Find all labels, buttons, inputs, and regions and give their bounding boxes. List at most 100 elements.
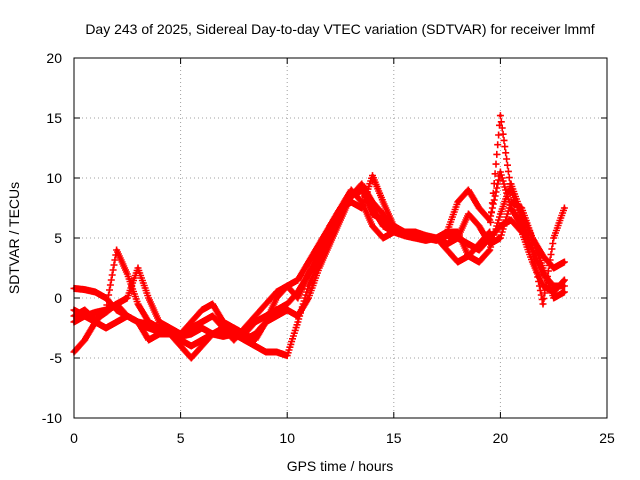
data-point <box>83 288 87 292</box>
data-point <box>253 338 257 342</box>
data-point <box>349 188 353 192</box>
y-axis-label: SDTVAR / TECUs <box>6 182 22 294</box>
data-point <box>477 242 481 246</box>
series-markers <box>70 168 568 362</box>
data-point <box>338 218 343 222</box>
data-point <box>83 308 87 312</box>
data-point <box>477 260 481 264</box>
data-point <box>445 248 449 252</box>
data-point <box>136 302 140 306</box>
data-point <box>274 314 279 318</box>
data-point <box>285 354 289 358</box>
data-point <box>104 296 108 300</box>
data-point <box>445 242 449 246</box>
data-point <box>424 236 428 240</box>
data-point <box>285 302 289 306</box>
data-point <box>562 260 566 264</box>
data-point <box>296 296 300 300</box>
data-point <box>104 308 108 312</box>
data-point <box>93 320 97 324</box>
data-point <box>242 332 247 336</box>
data-point <box>210 302 215 306</box>
data-point <box>466 188 471 192</box>
data-point <box>456 200 460 204</box>
data-point <box>392 230 396 234</box>
data-point <box>360 206 364 210</box>
data-point <box>477 248 481 252</box>
data-point <box>306 284 311 288</box>
data-point <box>83 338 87 342</box>
data-point <box>338 206 343 210</box>
data-point <box>541 254 545 258</box>
series-track-5 <box>70 168 568 362</box>
data-point <box>509 182 513 186</box>
data-point <box>242 326 247 330</box>
data-point <box>125 272 129 276</box>
data-point <box>253 314 257 318</box>
data-point <box>210 314 215 318</box>
data-point <box>509 206 513 210</box>
data-point <box>253 320 257 324</box>
data-point <box>317 254 321 258</box>
data-point <box>115 248 119 252</box>
data-point <box>253 332 257 336</box>
data-point <box>445 230 449 234</box>
data-point <box>562 284 566 288</box>
data-point <box>232 338 236 342</box>
data-point <box>370 174 375 178</box>
data-point <box>232 332 236 336</box>
data-point <box>488 230 492 234</box>
data-point <box>477 206 481 210</box>
data-point <box>370 224 375 228</box>
data-point <box>456 260 460 264</box>
data-point <box>189 320 193 324</box>
data-point <box>381 218 385 222</box>
data-point <box>147 338 151 342</box>
data-point <box>189 356 193 360</box>
x-tick-label: 10 <box>279 430 295 446</box>
data-point <box>413 236 417 240</box>
data-point <box>274 290 279 294</box>
y-tick-label: -10 <box>42 410 62 426</box>
data-point <box>392 224 396 228</box>
data-point <box>179 332 183 336</box>
data-point <box>115 320 119 324</box>
x-tick-label: 15 <box>386 430 402 446</box>
chart-title: Day 243 of 2025, Sidereal Day-to-day VTE… <box>85 21 594 37</box>
data-point <box>488 242 492 246</box>
data-point <box>381 224 385 228</box>
data-points <box>70 112 568 362</box>
data-point <box>370 212 375 216</box>
data-point <box>253 344 257 348</box>
data-point <box>381 212 385 216</box>
data-point <box>157 326 161 330</box>
data-point <box>530 236 534 240</box>
data-point <box>157 332 161 336</box>
data-point <box>317 242 321 246</box>
data-point <box>552 266 556 270</box>
data-point <box>232 326 236 330</box>
data-point <box>221 320 225 324</box>
data-point <box>466 212 471 216</box>
x-tick-label: 20 <box>493 430 509 446</box>
data-point <box>189 326 193 330</box>
data-point <box>285 284 289 288</box>
data-point <box>115 302 119 306</box>
data-point <box>83 314 87 318</box>
data-point <box>242 338 247 342</box>
data-point <box>466 254 471 258</box>
data-point <box>147 296 151 300</box>
data-point <box>147 320 151 324</box>
y-tick-label: 15 <box>46 110 62 126</box>
data-point <box>157 320 161 324</box>
data-point <box>317 266 321 270</box>
data-point <box>360 188 364 192</box>
y-tick-label: -5 <box>50 350 63 366</box>
data-point <box>200 338 204 342</box>
data-point <box>552 236 556 240</box>
data-point <box>93 310 97 314</box>
data-point <box>189 344 193 348</box>
data-point <box>285 308 289 312</box>
data-point <box>562 290 566 294</box>
